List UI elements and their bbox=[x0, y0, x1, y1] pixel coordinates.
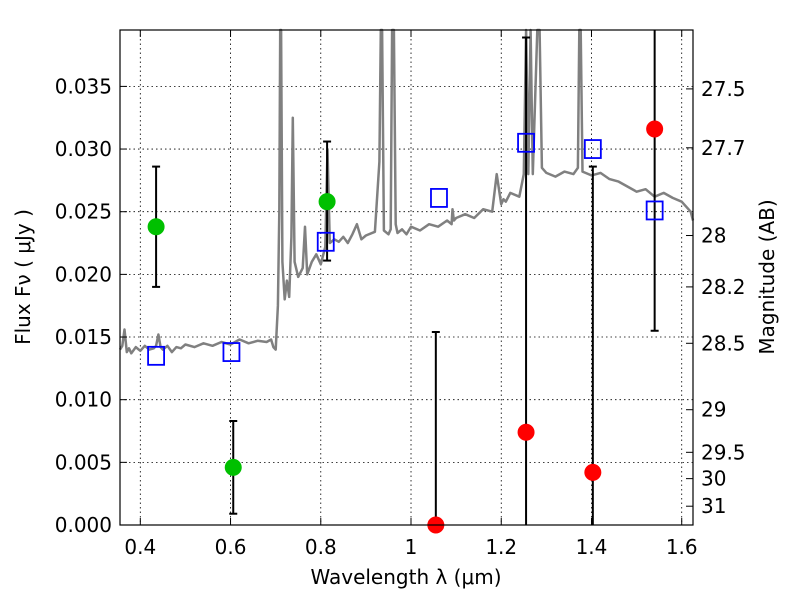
right-tick-label: 29.5 bbox=[701, 440, 746, 464]
y-tick-label: 0.010 bbox=[55, 388, 112, 412]
right-axis-title: Magnitude (AB) bbox=[755, 199, 779, 354]
photometry-point bbox=[517, 423, 535, 441]
y-tick-label: 0.035 bbox=[55, 74, 112, 98]
model-square-marker bbox=[430, 188, 448, 208]
x-tick-label: 0.8 bbox=[305, 535, 337, 559]
photometry-point bbox=[318, 193, 336, 211]
spectrum-line bbox=[118, 28, 695, 355]
right-tick-label: 29 bbox=[701, 398, 726, 422]
y-tick-label: 0.005 bbox=[55, 450, 112, 474]
right-tick-label: 28.2 bbox=[701, 275, 746, 299]
x-tick-label: 0.6 bbox=[215, 535, 247, 559]
model-square-marker bbox=[316, 231, 335, 252]
photometry-point bbox=[584, 463, 602, 481]
photometry-point bbox=[147, 218, 165, 236]
plot-background bbox=[120, 30, 693, 525]
model-square-marker bbox=[222, 342, 241, 362]
y-tick-label: 0.025 bbox=[55, 200, 112, 224]
right-tick-label: 28.5 bbox=[701, 331, 746, 355]
y-tick-label: 0.000 bbox=[55, 513, 112, 537]
tick-layer: 0.4 0.6 0.8 1 1.2 1.4 1.6 0.000 0.005 0.010 0.015 0… bbox=[55, 30, 746, 559]
y-tick-label: 0.030 bbox=[55, 137, 112, 161]
x-tick-label: 1.6 bbox=[666, 535, 698, 559]
y-tick-label: 0.020 bbox=[55, 262, 112, 286]
right-tick-label: 27.7 bbox=[701, 136, 746, 160]
x-tick-label: 1.2 bbox=[485, 535, 517, 559]
marker-layer bbox=[147, 120, 664, 534]
spectrum-layer bbox=[118, 28, 695, 355]
x-tick-label: 0.4 bbox=[124, 535, 156, 559]
model-square-marker bbox=[583, 139, 602, 159]
photometry-point bbox=[646, 120, 664, 138]
model-square-marker bbox=[147, 345, 165, 366]
right-tick-label: 30 bbox=[701, 467, 726, 491]
x-axis-title: Wavelength λ (μm) bbox=[310, 565, 501, 589]
x-tick-label: 1 bbox=[405, 535, 418, 559]
photometry-point bbox=[224, 458, 242, 476]
right-tick-label: 31 bbox=[701, 494, 726, 518]
y-axis-title: Flux Fν ( μJy ) bbox=[11, 209, 35, 345]
right-tick-label: 28 bbox=[701, 224, 726, 248]
model-square-marker bbox=[645, 200, 664, 221]
model-square-marker bbox=[517, 132, 535, 153]
y-tick-label: 0.015 bbox=[55, 325, 112, 349]
x-tick-label: 1.4 bbox=[576, 535, 608, 559]
plot-frame bbox=[119, 29, 694, 526]
right-tick-label: 27.5 bbox=[701, 77, 746, 101]
